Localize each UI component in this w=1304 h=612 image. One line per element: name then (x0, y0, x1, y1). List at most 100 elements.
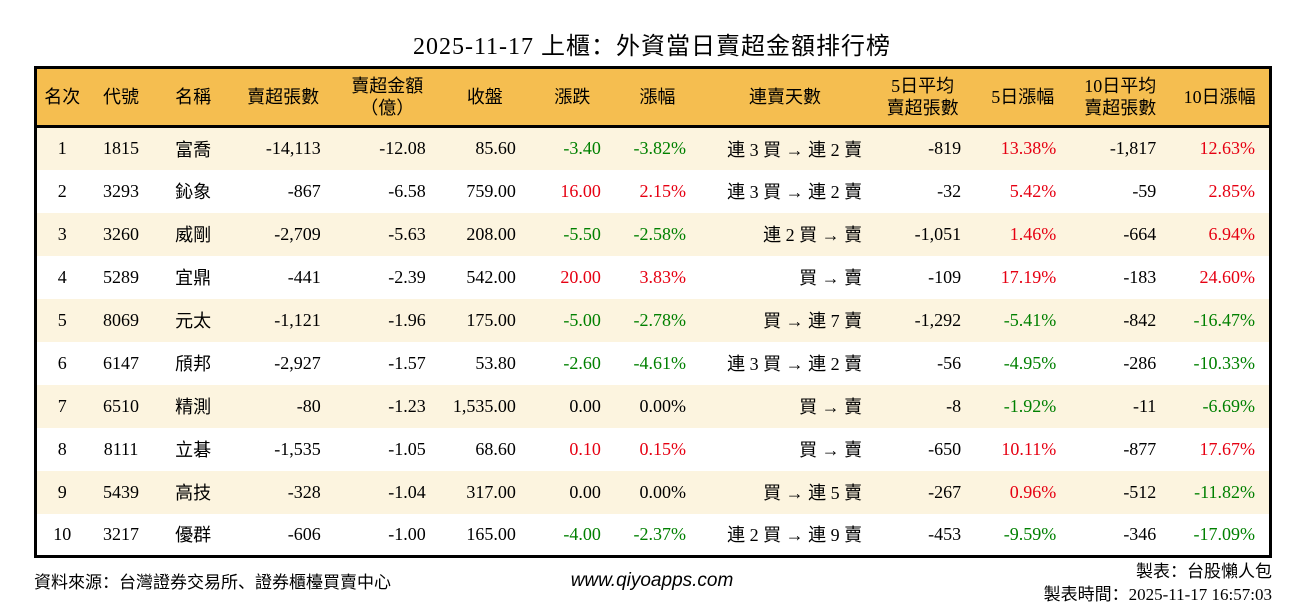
cell-change_pct: 2.15% (639, 180, 686, 201)
cell-streak: 連 3 買 → 連 2 賣 (727, 139, 863, 160)
cell-sell_volume: -14,113 (265, 138, 321, 159)
table-row: 10 3217 優群 -606 -1.00 165.00 -4.00 -2.37% 連 2 買 … (35, 513, 1271, 557)
cell-rank: 10 (53, 523, 72, 544)
cell-sell_amount: -1.57 (388, 352, 426, 373)
cell-sell_amount: -2.39 (388, 266, 426, 287)
cell-change_pct: -2.58% (633, 223, 686, 244)
cell-avg5: -56 (937, 352, 962, 373)
cell-sell_amount: -1.00 (388, 523, 426, 544)
cell-pct10: -10.33% (1193, 352, 1256, 373)
cell-change_pct: -2.78% (633, 309, 686, 330)
cell-change_pct: -2.37% (633, 523, 686, 544)
cell-change: 0.10 (569, 438, 601, 459)
column-header: 5日漲幅 (975, 67, 1071, 128)
column-header: 10日平均 賣超張數 (1070, 67, 1171, 128)
cell-pct10: 12.63% (1199, 138, 1256, 159)
cell-pct5: 0.96% (1009, 481, 1057, 502)
cell-name: 富喬 (175, 139, 212, 160)
cell-change: 0.00 (569, 395, 601, 416)
cell-streak: 連 3 買 → 連 2 賣 (727, 182, 863, 202)
cell-close: 175.00 (466, 309, 516, 330)
cell-code: 6510 (103, 395, 140, 416)
cell-avg5: -1,292 (914, 309, 962, 330)
cell-rank: 9 (57, 481, 67, 502)
cell-sell_volume: -1,535 (274, 438, 321, 459)
cell-sell_volume: -2,927 (274, 352, 321, 373)
cell-code: 3293 (103, 180, 140, 201)
cell-avg10: -877 (1123, 438, 1157, 459)
cell-pct5: 13.38% (1000, 138, 1057, 159)
cell-code: 8111 (103, 438, 139, 459)
column-header: 名次 (35, 67, 88, 128)
cell-change_pct: 0.15% (639, 438, 686, 459)
cell-pct10: -17.09% (1193, 523, 1256, 544)
cell-avg5: -8 (946, 395, 962, 416)
cell-avg10: -183 (1123, 266, 1157, 287)
table-row: 8 8111 立碁 -1,535 -1.05 68.60 0.10 0.15% 買 → 賣 -65… (35, 427, 1271, 471)
cell-pct5: -9.59% (1003, 523, 1057, 544)
table-header: 名次 代號 名稱 賣超張數 賣超金額 （億） 收盤 漲跌 漲幅 連賣天數 5日平均 賣超張數 5日漲… (35, 67, 1271, 128)
cell-streak: 連 3 買 → 連 2 賣 (727, 354, 863, 374)
cell-sell_volume: -328 (287, 481, 321, 502)
cell-change_pct: 0.00% (639, 481, 686, 502)
cell-code: 3260 (103, 223, 140, 244)
cell-pct5: -4.95% (1003, 352, 1057, 373)
cell-sell_volume: -606 (287, 523, 321, 544)
cell-pct5: -5.41% (1003, 309, 1057, 330)
table-row: 5 8069 元太 -1,121 -1.96 175.00 -5.00 -2.78% 買 → 連… (35, 298, 1271, 342)
cell-avg5: -1,051 (914, 223, 962, 244)
column-header: 賣超張數 (231, 67, 335, 128)
column-header: 收盤 (439, 67, 530, 128)
cell-sell_amount: -12.08 (379, 138, 426, 159)
cell-code: 1815 (103, 138, 140, 159)
cell-name: 元太 (175, 311, 212, 331)
cell-streak: 買 → 賣 (799, 397, 863, 417)
cell-close: 165.00 (466, 523, 516, 544)
cell-pct5: 10.11% (1001, 438, 1057, 459)
cell-avg10: -286 (1123, 352, 1157, 373)
cell-sell_amount: -5.63 (388, 223, 426, 244)
cell-change: -2.60 (563, 352, 601, 373)
cell-pct10: 2.85% (1208, 180, 1256, 201)
cell-sell_amount: -1.96 (388, 309, 426, 330)
cell-change: 20.00 (560, 266, 601, 287)
cell-rank: 3 (57, 223, 67, 244)
table-body: 1 1815 富喬 -14,113 -12.08 85.60 -3.40 -3.82% 連 3 … (35, 126, 1271, 557)
cell-avg10: -346 (1123, 523, 1157, 544)
cell-close: 53.80 (475, 352, 516, 373)
cell-sell_volume: -867 (287, 180, 321, 201)
cell-avg10: -11 (1132, 395, 1157, 416)
cell-sell_volume: -80 (296, 395, 321, 416)
cell-avg10: -842 (1123, 309, 1157, 330)
cell-change: 16.00 (560, 180, 601, 201)
cell-change_pct: 3.83% (639, 266, 686, 287)
cell-sell_amount: -6.58 (388, 180, 426, 201)
cell-close: 1,535.00 (452, 395, 516, 416)
cell-streak: 買 → 連 5 賣 (763, 483, 863, 503)
cell-rank: 2 (57, 180, 67, 201)
cell-code: 5289 (103, 266, 140, 287)
table-row: 3 3260 威剛 -2,709 -5.63 208.00 -5.50 -2.58% 連 2 買… (35, 212, 1271, 256)
made-at-timestamp: 製表時間：2025-11-17 16:57:03 (1043, 585, 1272, 604)
cell-sell_amount: -1.23 (388, 395, 426, 416)
cell-name: 優群 (175, 525, 212, 546)
cell-pct10: 6.94% (1208, 223, 1256, 244)
cell-avg5: -650 (928, 438, 962, 459)
report-maker-block: 製表：台股懶人包 製表時間：2025-11-17 16:57:03 (1044, 560, 1272, 606)
cell-close: 759.00 (466, 180, 516, 201)
cell-close: 542.00 (466, 266, 516, 287)
cell-pct5: 5.42% (1009, 180, 1057, 201)
cell-close: 85.60 (475, 138, 516, 159)
cell-close: 317.00 (466, 481, 516, 502)
cell-change_pct: 0.00% (639, 395, 686, 416)
table-row: 7 6510 精測 -80 -1.23 1,535.00 0.00 0.00% 買 → 賣 -8 -… (35, 384, 1271, 428)
cell-change_pct: -4.61% (633, 352, 686, 373)
cell-change: -5.50 (563, 223, 601, 244)
cell-streak: 買 → 賣 (799, 440, 863, 460)
column-header: 賣超金額 （億） (334, 67, 440, 128)
cell-avg5: -267 (928, 481, 962, 502)
cell-rank: 5 (57, 309, 67, 330)
cell-avg10: -664 (1123, 223, 1157, 244)
cell-streak: 連 2 買 → 賣 (763, 225, 863, 245)
cell-name: 立碁 (175, 440, 212, 460)
